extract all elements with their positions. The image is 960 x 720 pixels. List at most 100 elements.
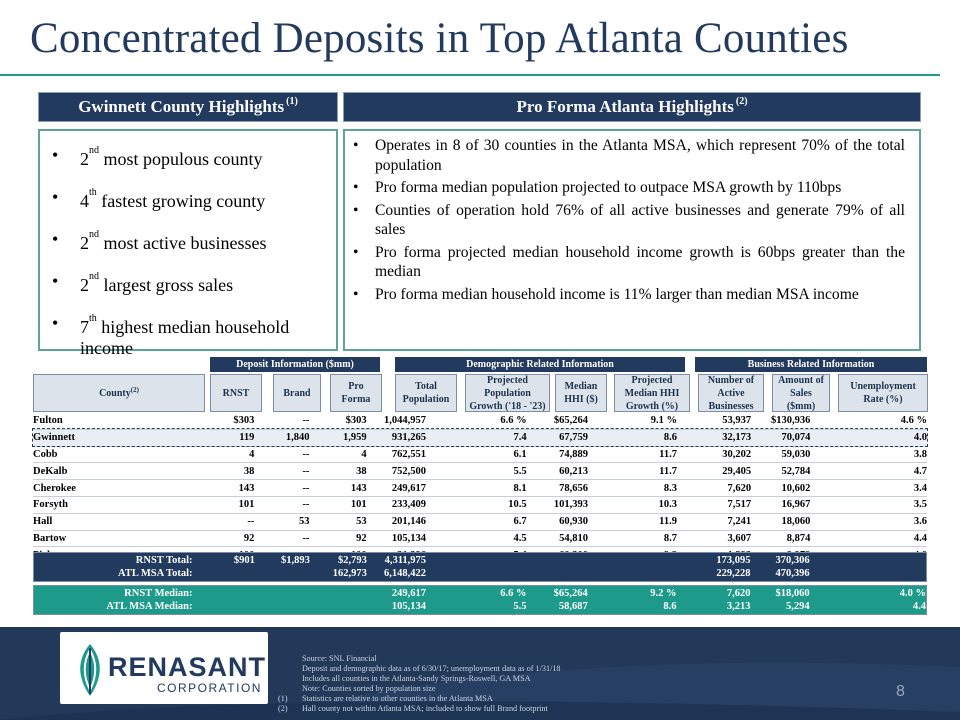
- table-cell: 53: [298, 516, 310, 528]
- gwinnett-highlight-item: 2nd most populous county: [42, 145, 330, 170]
- summary-cell: [193, 567, 255, 580]
- column-header: Amount of Sales ($mm): [772, 374, 830, 412]
- table-cell: 101: [238, 499, 255, 511]
- county-table: Fulton $303 -- $303 1,044,957 6.6 % $65,264 9.1…: [32, 413, 928, 564]
- proforma-highlights-box: Operates in 8 of 30 counties in the Atla…: [343, 129, 921, 351]
- summary-cell: $1,893: [280, 555, 310, 566]
- table-cell: --: [247, 516, 255, 528]
- proforma-highlight-item: Pro forma median household income is 11%…: [345, 285, 909, 305]
- summary-cell: 173,095: [716, 555, 751, 566]
- medians-band: RNST Median: 249,617 6.6 % $65,264 9.2 % 7,62…: [33, 585, 927, 615]
- summary-cell: 5.5: [513, 601, 527, 612]
- table-cell: Bartow: [33, 532, 67, 544]
- summary-cell: [310, 587, 367, 600]
- proforma-highlight-item: Counties of operation hold 76% of all ac…: [345, 201, 909, 240]
- table-cell: 9.1 %: [650, 415, 677, 427]
- summary-cell: 4.0 %: [899, 588, 926, 599]
- gwinnett-highlight-item: 2nd largest gross sales: [42, 271, 330, 296]
- table-cell: 10,602: [781, 482, 811, 494]
- column-header: County (2): [33, 374, 205, 412]
- totals-band: RNST Total: $901 $1,893 $2,793 4,311,975 173,…: [33, 552, 927, 582]
- summary-cell: 249,617: [391, 588, 427, 599]
- table-cell: Cherokee: [33, 482, 76, 494]
- summary-cell: 8.6: [663, 601, 677, 612]
- renasant-leaf-icon: [80, 644, 100, 696]
- footnote-line: Note: Counties sorted by population size: [302, 684, 436, 693]
- table-cell: 249,617: [391, 482, 426, 494]
- table-cell: 101: [350, 499, 367, 511]
- table-cell: 78,656: [559, 482, 588, 494]
- summary-cell: 4,311,975: [384, 555, 427, 566]
- summary-cell: [255, 600, 310, 613]
- summary-cell: [193, 600, 255, 613]
- summary-cell: ATL MSA Median:: [106, 601, 193, 612]
- table-cell: 29,405: [722, 465, 752, 477]
- group-deposit-info: Deposit Information ($mm): [210, 357, 380, 372]
- summary-cell: $2,793: [338, 555, 367, 566]
- summary-cell: RNST Total:: [135, 555, 193, 566]
- column-header: RNST: [210, 374, 262, 412]
- summary-cell: 58,687: [558, 601, 588, 612]
- table-cell: 11.9: [659, 516, 677, 528]
- table-cell: 60,213: [559, 465, 588, 477]
- table-row: Bartow 92 -- 92 105,134 4.5 54,810 8.7 3,607 8,87…: [33, 530, 927, 547]
- summary-cell: 105,134: [391, 601, 427, 612]
- gwinnett-header-label: Gwinnett County Highlights: [78, 97, 285, 116]
- logo-wordmark: RENASANT: [108, 652, 267, 682]
- title-divider: [0, 74, 940, 76]
- summary-cell: [526, 567, 587, 580]
- table-row: Forsyth 101 -- 101 233,409 10.5 101,393 10.3 7,5…: [33, 496, 927, 514]
- summary-cell: [310, 600, 367, 613]
- table-cell: 60,930: [559, 516, 588, 528]
- summary-cell: [526, 554, 587, 567]
- summary-cell: 7,620: [726, 588, 751, 599]
- summary-cell: 9.2 %: [650, 588, 677, 599]
- table-cell: DeKalb: [33, 465, 68, 477]
- proforma-header-label: Pro Forma Atlanta Highlights: [516, 97, 734, 116]
- medians-row: RNST Median: 249,617 6.6 % $65,264 9.2 % 7,62…: [34, 587, 926, 600]
- footer-swoosh: [0, 662, 960, 720]
- table-cell: $65,264: [553, 415, 588, 427]
- table-cell: 54,810: [559, 532, 588, 544]
- table-cell: 38: [356, 465, 367, 477]
- table-cell: 762,551: [391, 448, 426, 460]
- table-cell: Forsyth: [33, 499, 68, 511]
- table-row: Gwinnett 119 1,840 1,959 931,265 7.4 67,759 8.6…: [32, 428, 928, 448]
- table-cell: 105,134: [391, 532, 426, 544]
- gwinnett-highlight-item: 2nd most active businesses: [42, 229, 330, 254]
- group-demographic-info: Demographic Related Information: [395, 357, 685, 372]
- table-cell: 7,620: [727, 482, 752, 494]
- table-cell: 752,500: [391, 465, 426, 477]
- totals-row: ATL MSA Total: 162,973 6,148,422 229,228 470…: [34, 567, 926, 580]
- table-cell: --: [302, 532, 310, 544]
- table-cell: 6.7: [513, 516, 527, 528]
- column-header: Projected Population Growth ('18 - '23): [465, 374, 550, 412]
- proforma-header: Pro Forma Atlanta Highlights (2): [343, 92, 921, 122]
- page-title: Concentrated Deposits in Top Atlanta Cou…: [30, 15, 849, 62]
- table-cell: 4.4: [913, 532, 927, 544]
- table-cell: $303: [233, 415, 255, 427]
- proforma-highlight-item: Pro forma median population projected to…: [345, 178, 909, 198]
- column-header: Pro Forma: [330, 374, 382, 412]
- table-cell: 4.0: [913, 432, 927, 444]
- column-header: Number of Active Businesses: [698, 374, 764, 412]
- table-cell: 8,874: [786, 532, 811, 544]
- summary-cell: [193, 587, 255, 600]
- column-header: Projected Median HHI Growth (%): [614, 374, 690, 412]
- table-cell: 11.7: [659, 465, 677, 477]
- table-cell: Gwinnett: [33, 432, 75, 444]
- table-cell: 4: [361, 448, 367, 460]
- table-cell: 3.5: [913, 499, 927, 511]
- summary-cell: $18,060: [775, 588, 810, 599]
- table-cell: --: [302, 465, 310, 477]
- table-cell: 70,074: [781, 432, 811, 444]
- proforma-highlight-item: Pro forma projected median household inc…: [345, 243, 909, 282]
- table-cell: Fulton: [33, 415, 63, 427]
- table-cell: 3.8: [913, 448, 927, 460]
- table-cell: 8.1: [513, 482, 527, 494]
- summary-cell: [588, 554, 677, 567]
- table-cell: 52,784: [781, 465, 811, 477]
- footnote-line: Source: SNL Financial: [302, 654, 377, 663]
- summary-cell: [426, 554, 526, 567]
- table-cell: 4.5: [513, 532, 527, 544]
